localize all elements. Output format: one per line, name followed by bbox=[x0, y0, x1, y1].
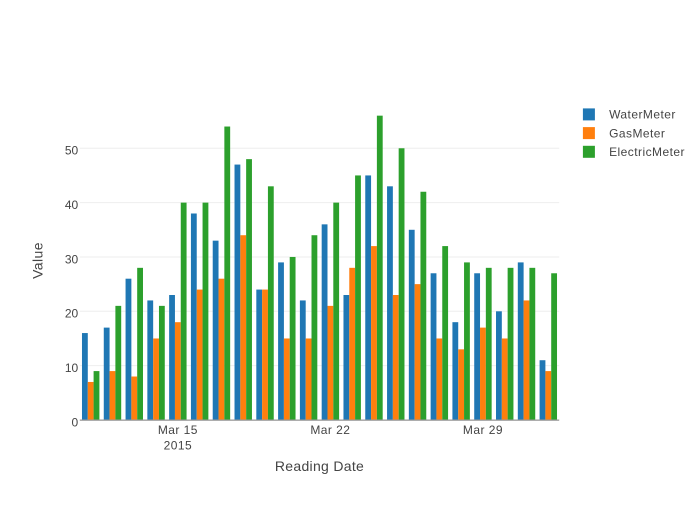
svg-text:Mar 15: Mar 15 bbox=[158, 423, 198, 437]
svg-text:Value: Value bbox=[30, 242, 46, 279]
svg-text:50: 50 bbox=[65, 144, 79, 158]
svg-text:Mar 22: Mar 22 bbox=[310, 423, 350, 437]
svg-text:2015: 2015 bbox=[164, 438, 193, 452]
svg-text:30: 30 bbox=[65, 252, 79, 266]
svg-text:ElectricMeter: ElectricMeter bbox=[609, 145, 685, 159]
svg-text:0: 0 bbox=[72, 415, 79, 429]
svg-text:WaterMeter: WaterMeter bbox=[609, 108, 676, 122]
svg-text:20: 20 bbox=[65, 307, 79, 321]
svg-text:Reading Date: Reading Date bbox=[275, 458, 364, 474]
svg-text:40: 40 bbox=[65, 198, 79, 212]
svg-text:Mar 29: Mar 29 bbox=[463, 423, 503, 437]
svg-text:GasMeter: GasMeter bbox=[609, 126, 665, 140]
svg-text:10: 10 bbox=[65, 361, 79, 375]
